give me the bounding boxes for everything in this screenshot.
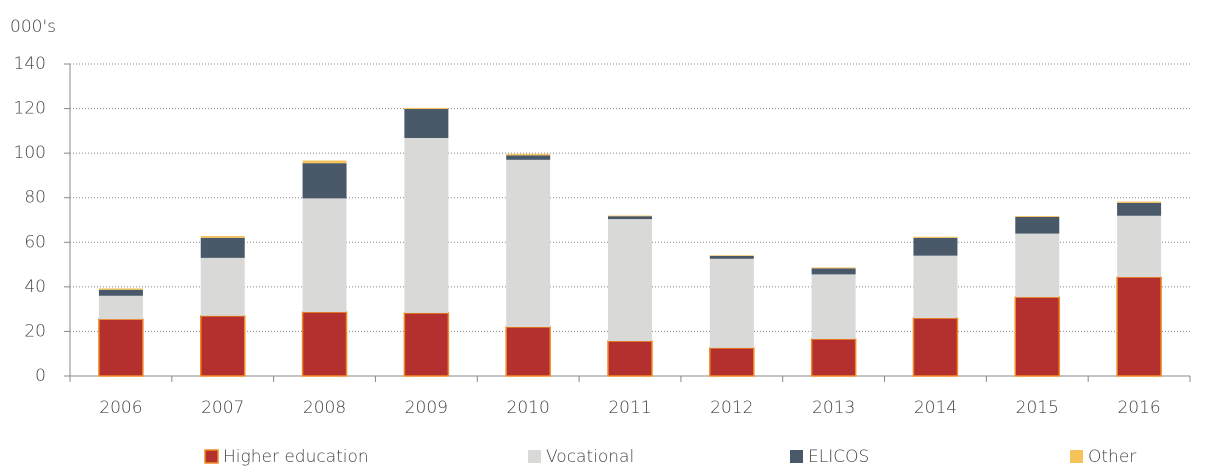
x-tick-label: 2013 [812, 398, 855, 418]
x-tick-label: 2010 [507, 398, 550, 418]
bar-segment [608, 216, 652, 220]
y-tick-label: 0 [35, 366, 46, 386]
bar-segment [505, 326, 551, 377]
bar-segment [200, 257, 245, 316]
y-tick-label: 20 [24, 321, 46, 341]
bar-segment [404, 109, 449, 138]
bar-segment [1015, 215, 1060, 217]
legend-swatch [790, 450, 803, 463]
y-tick-label: 40 [24, 277, 46, 297]
x-tick-label: 2016 [1117, 398, 1160, 418]
legend-label: Higher education [223, 447, 369, 466]
bar-segment [811, 268, 856, 275]
bar-segment [200, 236, 245, 238]
bar-segment [302, 160, 347, 164]
bar-segment [607, 340, 653, 377]
y-tick-label: 100 [14, 143, 46, 163]
bar-segment [98, 289, 143, 296]
bar-segment [1015, 233, 1060, 298]
bar-segment [200, 237, 245, 258]
bar-segment [709, 258, 754, 348]
x-tick-label: 2006 [99, 398, 142, 418]
bar-segment [301, 311, 348, 377]
bar-segment [506, 155, 551, 160]
bar-segment [404, 137, 449, 313]
bar-segment [608, 215, 652, 217]
legend-label: Vocational [546, 447, 634, 466]
y-tick-label: 60 [24, 232, 46, 252]
bar-segment [913, 236, 958, 238]
bar-segment [709, 347, 755, 377]
bar-segment [98, 288, 143, 290]
bar-segment [709, 255, 754, 259]
y-axis-label: 000's [10, 17, 56, 37]
bar-segment [404, 107, 449, 110]
bar-segment [403, 312, 450, 377]
bar-segment [506, 159, 551, 327]
bar-segment [1116, 276, 1162, 377]
bar-segment [1117, 202, 1162, 216]
bar-segment [709, 255, 754, 256]
bar-segment [1014, 296, 1061, 377]
x-tick-label: 2009 [405, 398, 448, 418]
x-tick-label: 2011 [608, 398, 651, 418]
bar-segment [810, 338, 857, 377]
x-tick-label: 2012 [710, 398, 753, 418]
y-tick-label: 120 [14, 99, 46, 119]
legend-label: ELICOS [808, 447, 869, 466]
bar-segment [1117, 201, 1162, 203]
bar-segment [912, 317, 959, 377]
legend-label: Other [1088, 447, 1136, 466]
bar-segment [302, 198, 347, 313]
x-tick-label: 2008 [303, 398, 346, 418]
y-tick-label: 140 [14, 54, 46, 74]
bar-segment [913, 255, 958, 319]
x-tick-label: 2007 [201, 398, 244, 418]
bar-segment [811, 274, 856, 340]
y-tick-label: 80 [24, 188, 46, 208]
bar-segment [199, 315, 246, 377]
x-tick-label: 2015 [1016, 398, 1059, 418]
bar-segment [506, 153, 551, 156]
legend-swatch [204, 449, 219, 464]
bar-segment [1117, 215, 1162, 278]
bar-segment [1015, 216, 1060, 234]
x-tick-label: 2014 [914, 398, 957, 418]
bar-segment [98, 295, 143, 320]
bar-segment [608, 219, 652, 342]
legend-swatch [528, 450, 541, 463]
legend-swatch [1070, 450, 1083, 463]
bar-segment [913, 237, 958, 256]
bar-segment [811, 267, 856, 269]
bar-segment [98, 318, 144, 377]
bar-segment [302, 163, 347, 199]
